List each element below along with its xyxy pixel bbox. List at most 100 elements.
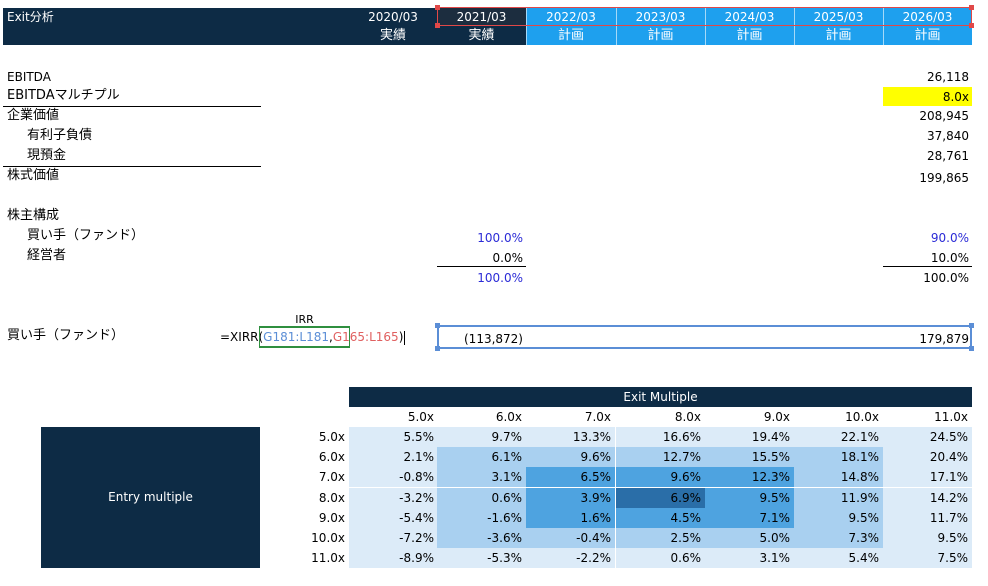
sensitivity-cell[interactable]: 1.6% bbox=[526, 507, 615, 528]
mgmt-2026[interactable]: 10.0% bbox=[930, 251, 969, 265]
sensitivity-cell[interactable]: 9.6% bbox=[526, 447, 615, 468]
sensitivity-cell[interactable]: 9.5% bbox=[705, 487, 794, 508]
sensitivity-cell[interactable]: 22.1% bbox=[794, 427, 883, 447]
exit-multiple-header[interactable]: 8.0x bbox=[674, 410, 701, 424]
sensitivity-cell[interactable]: 3.9% bbox=[526, 487, 615, 508]
sensitivity-cell[interactable]: 14.8% bbox=[794, 467, 883, 488]
cashflow-range-highlight[interactable] bbox=[437, 325, 972, 349]
sensitivity-cell[interactable]: 3.1% bbox=[705, 548, 794, 569]
sensitivity-cell[interactable]: -0.4% bbox=[526, 528, 615, 548]
sensitivity-cell[interactable]: 6.5% bbox=[526, 467, 615, 488]
cash-value[interactable]: 28,761 bbox=[927, 149, 969, 163]
sensitivity-cell[interactable]: 11.7% bbox=[883, 507, 972, 528]
exit-multiple-header[interactable]: 7.0x bbox=[584, 410, 611, 424]
status-2022[interactable]: 計画 bbox=[526, 26, 616, 45]
sensitivity-cell[interactable]: 16.6% bbox=[616, 427, 705, 447]
exit-multiple-header[interactable]: 5.0x bbox=[407, 410, 434, 424]
total-2026[interactable]: 100.0% bbox=[923, 271, 969, 285]
sensitivity-cell[interactable]: 9.5% bbox=[883, 528, 972, 548]
sensitivity-cell[interactable]: 15.5% bbox=[705, 447, 794, 468]
sensitivity-cell[interactable]: -5.4% bbox=[349, 507, 438, 528]
sensitivity-cell[interactable]: 18.1% bbox=[794, 447, 883, 468]
sensitivity-cell[interactable]: 6.9% bbox=[616, 487, 705, 508]
multiple-value[interactable]: 8.0x bbox=[942, 90, 969, 104]
sensitivity-cell[interactable]: 2.1% bbox=[349, 447, 438, 468]
sensitivity-cell[interactable]: -8.9% bbox=[349, 548, 438, 569]
sensitivity-cell[interactable]: 2.5% bbox=[616, 528, 705, 548]
sensitivity-cell[interactable]: 5.4% bbox=[794, 548, 883, 569]
sensitivity-cell[interactable]: 12.3% bbox=[705, 467, 794, 488]
sensitivity-cell[interactable]: -1.6% bbox=[437, 507, 526, 528]
year-2024[interactable]: 2024/03 bbox=[705, 8, 794, 26]
mgmt-2021[interactable]: 0.0% bbox=[492, 251, 524, 265]
sensitivity-cell[interactable]: -0.8% bbox=[349, 467, 438, 488]
entry-multiple-header[interactable]: 11.0x bbox=[311, 551, 345, 566]
selection-handle-tl[interactable] bbox=[435, 5, 440, 10]
sensitivity-cell[interactable]: 9.7% bbox=[437, 427, 526, 447]
entry-multiple-header[interactable]: 10.0x bbox=[311, 531, 345, 545]
status-2020[interactable]: 実績 bbox=[349, 26, 437, 45]
sensitivity-cell[interactable]: 11.9% bbox=[794, 487, 883, 508]
status-2026[interactable]: 計画 bbox=[883, 26, 972, 45]
sensitivity-cell[interactable]: -2.2% bbox=[526, 548, 615, 569]
selection-handle-tr[interactable] bbox=[969, 5, 974, 10]
entry-multiple-header[interactable]: 5.0x bbox=[318, 430, 345, 444]
entry-multiple-header[interactable]: 8.0x bbox=[318, 490, 345, 505]
status-2023[interactable]: 計画 bbox=[616, 26, 705, 45]
entry-multiple-header[interactable]: 6.0x bbox=[318, 450, 345, 465]
year-2026[interactable]: 2026/03 bbox=[883, 8, 972, 26]
sensitivity-cell[interactable]: 3.1% bbox=[437, 467, 526, 488]
sensitivity-cell[interactable]: 24.5% bbox=[883, 427, 972, 447]
sensitivity-cell[interactable]: 0.6% bbox=[616, 548, 705, 569]
exit-multiple-header[interactable]: 10.0x bbox=[845, 410, 879, 424]
sensitivity-cell[interactable]: 6.1% bbox=[437, 447, 526, 468]
selection-range-years[interactable] bbox=[437, 7, 972, 26]
sensitivity-cell[interactable]: 5.5% bbox=[349, 427, 438, 447]
sensitivity-cell[interactable]: 7.5% bbox=[883, 548, 972, 569]
selection-handle-bl[interactable] bbox=[435, 23, 440, 28]
year-2023[interactable]: 2023/03 bbox=[616, 8, 705, 26]
debt-value[interactable]: 37,840 bbox=[927, 129, 969, 143]
sensitivity-cell[interactable]: 5.0% bbox=[705, 528, 794, 548]
total-2021[interactable]: 100.0% bbox=[477, 271, 523, 285]
irr-cf-2026[interactable]: 179,879 bbox=[919, 332, 969, 346]
buyer-2026[interactable]: 90.0% bbox=[930, 231, 969, 245]
exit-multiple-header[interactable]: 6.0x bbox=[495, 410, 522, 424]
sensitivity-cell[interactable]: 12.7% bbox=[616, 447, 705, 468]
sensitivity-cell[interactable]: 4.5% bbox=[616, 507, 705, 528]
status-2025[interactable]: 計画 bbox=[794, 26, 883, 45]
range-handle-br[interactable] bbox=[969, 346, 974, 351]
sensitivity-cell[interactable]: 7.1% bbox=[705, 507, 794, 528]
sensitivity-cell[interactable]: 9.5% bbox=[794, 507, 883, 528]
sensitivity-cell[interactable]: -7.2% bbox=[349, 528, 438, 548]
exit-multiple-header[interactable]: 11.0x bbox=[934, 410, 968, 424]
sensitivity-cell[interactable]: -5.3% bbox=[437, 548, 526, 569]
sensitivity-cell[interactable]: 19.4% bbox=[705, 427, 794, 447]
exit-multiple-header[interactable]: 9.0x bbox=[763, 410, 790, 424]
ebitda-value[interactable]: 26,118 bbox=[927, 70, 969, 84]
entry-multiple-header[interactable]: 9.0x bbox=[318, 510, 345, 525]
sensitivity-cell[interactable]: -3.6% bbox=[437, 528, 526, 548]
multiple-input-cell[interactable] bbox=[883, 87, 972, 106]
range-handle-bl[interactable] bbox=[435, 346, 440, 351]
sensitivity-cell[interactable]: 17.1% bbox=[883, 467, 972, 488]
year-2020[interactable]: 2020/03 bbox=[349, 8, 437, 26]
entry-multiple-header[interactable]: 7.0x bbox=[318, 470, 345, 485]
year-2021[interactable]: 2021/03 bbox=[437, 8, 526, 26]
sensitivity-cell[interactable]: 13.3% bbox=[526, 427, 615, 447]
irr-cf-2021[interactable]: (113,872) bbox=[464, 332, 523, 346]
buyer-2021[interactable]: 100.0% bbox=[477, 231, 523, 245]
formula-range-1[interactable]: G181:L181 bbox=[263, 330, 330, 344]
sensitivity-cell[interactable]: 7.3% bbox=[794, 528, 883, 548]
ev-value[interactable]: 208,945 bbox=[919, 109, 969, 123]
status-2021[interactable]: 実績 bbox=[437, 26, 526, 45]
year-2022[interactable]: 2022/03 bbox=[526, 8, 616, 26]
sensitivity-cell[interactable]: 14.2% bbox=[883, 487, 972, 508]
year-2025[interactable]: 2025/03 bbox=[794, 8, 883, 26]
selection-handle-br[interactable] bbox=[969, 23, 974, 28]
sensitivity-cell[interactable]: 0.6% bbox=[437, 487, 526, 508]
range-handle-tl[interactable] bbox=[435, 323, 440, 328]
status-2024[interactable]: 計画 bbox=[705, 26, 794, 45]
sensitivity-cell[interactable]: -3.2% bbox=[349, 487, 438, 508]
sensitivity-cell[interactable]: 20.4% bbox=[883, 447, 972, 468]
